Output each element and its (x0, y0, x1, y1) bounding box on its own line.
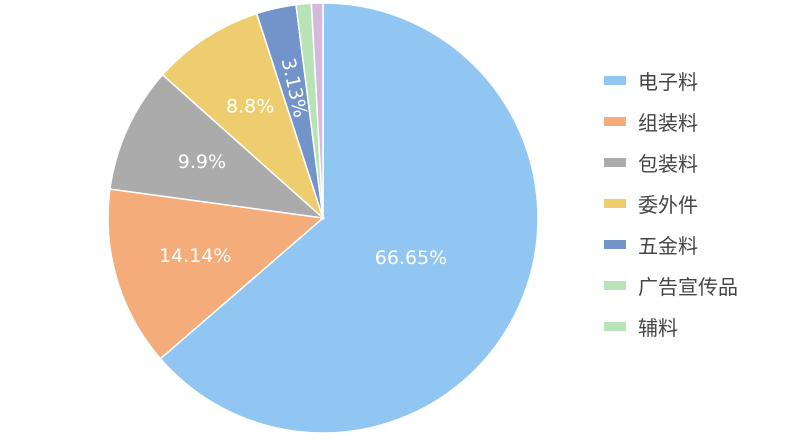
legend-label: 电子料 (638, 70, 698, 94)
legend-swatch (604, 281, 626, 290)
pie-slice (107, 188, 325, 360)
pie-slice (159, 2, 539, 434)
legend-swatch (604, 117, 626, 126)
legend-item: 广告宣传品 (604, 265, 784, 306)
pie-slice (161, 12, 325, 221)
slice-data-label: 14.14% (159, 245, 231, 267)
legend-item: 包装料 (604, 142, 784, 183)
legend-swatch (604, 76, 626, 85)
slice-data-label: 9.9% (178, 151, 226, 173)
pie-slice (109, 73, 326, 220)
legend-label: 五金料 (638, 234, 698, 258)
legend-label: 委外件 (638, 193, 698, 217)
legend-item: 五金料 (604, 224, 784, 265)
legend-item: 组装料 (604, 101, 784, 142)
legend-swatch (604, 322, 626, 331)
legend-label: 辅料 (638, 316, 678, 340)
legend-label: 广告宣传品 (638, 275, 738, 299)
pie-slice (310, 2, 324, 219)
chart-legend: 电子料 组装料 包装料 委外件 五金料 广告宣传品 辅料 (604, 60, 784, 347)
legend-swatch (604, 199, 626, 208)
legend-item: 委外件 (604, 183, 784, 224)
legend-swatch (604, 158, 626, 167)
slice-data-label: 66.65% (375, 247, 447, 269)
slice-data-label: 8.8% (226, 95, 274, 117)
legend-swatch (604, 240, 626, 249)
legend-label: 包装料 (638, 152, 698, 176)
legend-item: 电子料 (604, 60, 784, 101)
legend-item: 辅料 (604, 306, 784, 347)
legend-label: 组装料 (638, 111, 698, 135)
